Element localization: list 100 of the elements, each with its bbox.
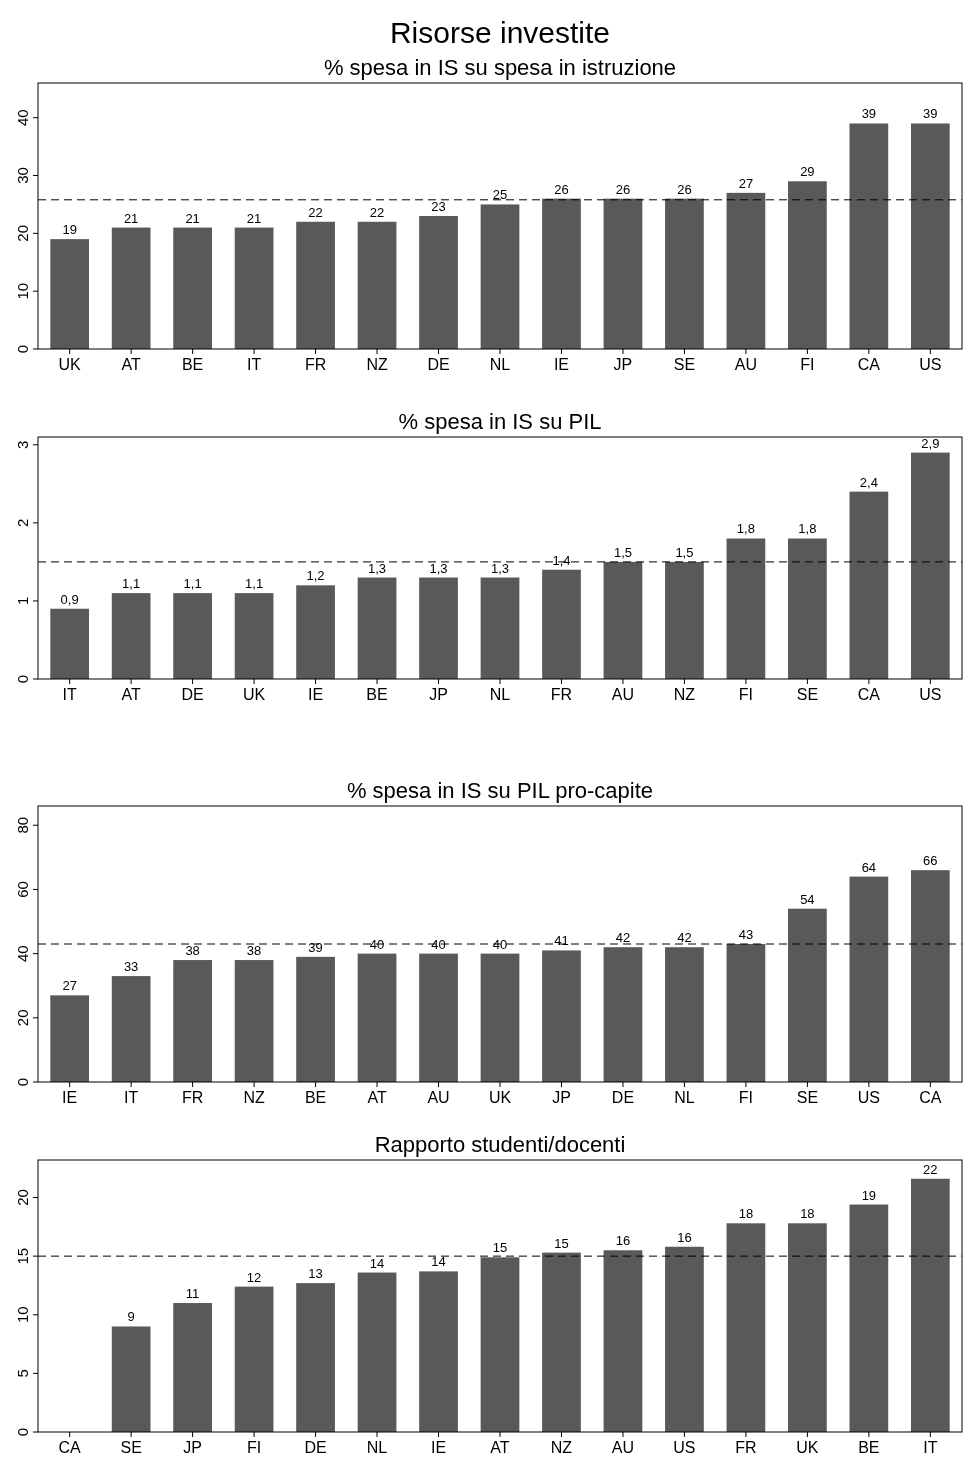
- bar: [788, 908, 827, 1082]
- bar: [419, 216, 458, 349]
- chart-subtitle: % spesa in IS su spesa in istruzione: [323, 55, 677, 80]
- x-tick-label: DE: [304, 1439, 327, 1456]
- bar: [542, 569, 581, 679]
- data-label: 40: [431, 936, 446, 952]
- bar: [849, 1204, 889, 1432]
- x-tick-label: NZ: [673, 686, 696, 703]
- x-tick-label: AT: [121, 356, 141, 373]
- x-tick-label: SE: [120, 1439, 142, 1456]
- bar: [788, 538, 827, 679]
- data-label: 66: [923, 853, 938, 869]
- y-tick-label: 60: [14, 881, 31, 898]
- data-label: 33: [123, 959, 139, 975]
- bar: [50, 608, 90, 679]
- chart-title: Risorse investite: [389, 16, 611, 49]
- data-label: 16: [615, 1233, 631, 1249]
- bar: [665, 947, 704, 1082]
- bar: [849, 491, 889, 679]
- x-tick-label: AT: [121, 686, 141, 703]
- bar: [296, 221, 335, 349]
- bar: [357, 577, 397, 679]
- bar: [726, 1223, 766, 1432]
- bar: [296, 1283, 335, 1432]
- bar: [726, 944, 766, 1082]
- data-label: 9: [127, 1309, 135, 1325]
- bar: [419, 577, 458, 679]
- data-label: 13: [308, 1266, 323, 1282]
- chart-title: % spesa in IS su PIL pro-capite: [346, 778, 654, 803]
- x-tick-label: AU: [427, 1089, 450, 1106]
- data-label: 1,3: [490, 560, 510, 576]
- data-label: 54: [800, 891, 815, 907]
- x-tick-label: JP: [183, 1439, 202, 1456]
- x-tick-label: BE: [304, 1089, 327, 1106]
- data-label: 26: [615, 181, 631, 197]
- x-tick-label: CA: [857, 356, 881, 373]
- x-tick-label: NL: [674, 1089, 695, 1106]
- x-tick-label: IT: [246, 356, 262, 373]
- data-label: 1,1: [245, 576, 264, 592]
- bar: [234, 960, 274, 1082]
- bar: [173, 1303, 212, 1432]
- data-label: 22: [369, 204, 385, 220]
- data-label: 15: [554, 1235, 569, 1251]
- bar: [542, 198, 581, 349]
- data-label: 27: [62, 978, 77, 994]
- data-label: 2,4: [859, 474, 878, 490]
- data-label: 23: [431, 199, 446, 214]
- bar: [603, 1250, 643, 1432]
- y-tick-label: 15: [14, 1247, 31, 1265]
- data-label: 2,9: [921, 435, 940, 451]
- bar: [50, 995, 90, 1082]
- x-tick-label: SE: [796, 1089, 819, 1106]
- bar: [50, 239, 90, 349]
- y-tick-label: 2: [14, 518, 31, 528]
- data-label: 18: [800, 1206, 815, 1222]
- data-label: 43: [738, 927, 754, 942]
- data-label: 39: [308, 939, 323, 955]
- data-label: 1,4: [552, 552, 571, 568]
- bar: [665, 198, 704, 349]
- bar: [910, 123, 950, 349]
- x-tick-label: FR: [550, 686, 573, 703]
- y-tick-label: 40: [14, 945, 31, 962]
- bar: [173, 593, 212, 679]
- y-tick-label: 5: [14, 1369, 31, 1378]
- x-tick-label: BE: [858, 1439, 880, 1456]
- bar: [910, 452, 950, 679]
- x-tick-label: SE: [673, 356, 696, 373]
- x-tick-label: NZ: [366, 356, 388, 373]
- data-label: 1,8: [736, 521, 755, 537]
- bar: [910, 870, 950, 1082]
- data-label: 1,5: [675, 544, 694, 560]
- x-tick-label: FI: [246, 1439, 262, 1456]
- bar: [357, 1272, 397, 1432]
- bar: [234, 227, 274, 349]
- x-tick-label: CA: [857, 686, 881, 703]
- data-label: 11: [185, 1286, 200, 1302]
- data-label: 42: [615, 930, 631, 946]
- bar: [234, 1286, 274, 1432]
- y-tick-label: 20: [14, 225, 31, 242]
- data-label: 29: [800, 164, 815, 180]
- chart-title: Rapporto studenti/docenti: [374, 1132, 626, 1157]
- y-tick-label: 80: [14, 816, 31, 834]
- y-tick-label: 1: [14, 596, 31, 606]
- bar: [234, 593, 274, 679]
- x-tick-label: DE: [427, 356, 450, 373]
- data-label: 14: [369, 1255, 385, 1271]
- bar: [480, 953, 520, 1082]
- bar: [173, 227, 212, 349]
- bar: [603, 947, 643, 1082]
- bar: [357, 221, 397, 349]
- x-tick-label: US: [919, 356, 942, 373]
- data-label: 19: [861, 1187, 877, 1203]
- bar: [665, 1246, 704, 1432]
- data-label: 26: [677, 181, 692, 197]
- x-tick-label: AU: [611, 686, 635, 703]
- bar: [542, 1252, 581, 1432]
- data-label: 22: [923, 1161, 938, 1177]
- data-label: 42: [677, 930, 692, 946]
- data-label: 27: [738, 175, 754, 191]
- y-tick-label: 3: [14, 440, 31, 449]
